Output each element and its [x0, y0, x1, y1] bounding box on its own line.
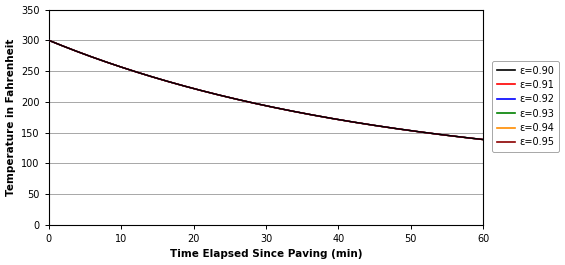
Legend: ε=0.90, ε=0.91, ε=0.92, ε=0.93, ε=0.94, ε=0.95: ε=0.90, ε=0.91, ε=0.92, ε=0.93, ε=0.94, …: [492, 61, 559, 152]
X-axis label: Time Elapsed Since Paving (min): Time Elapsed Since Paving (min): [170, 249, 362, 259]
Y-axis label: Temperature in Fahrenheit: Temperature in Fahrenheit: [6, 38, 16, 196]
